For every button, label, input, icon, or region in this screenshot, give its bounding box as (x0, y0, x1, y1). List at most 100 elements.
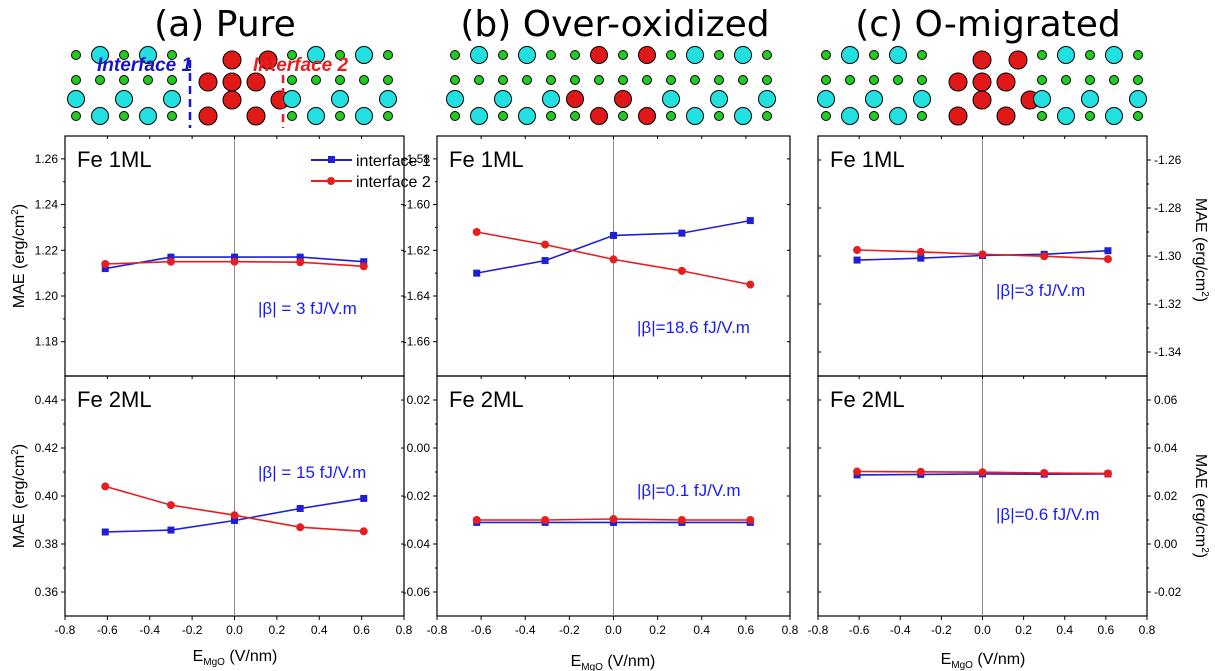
atom-small (869, 111, 879, 121)
y-tick-label: -1.30 (1154, 249, 1182, 263)
data-point-interface-2 (541, 516, 550, 524)
atom-large (1105, 46, 1123, 64)
y-tick-label: -1.66 (403, 335, 431, 349)
y-tick-label: -1.62 (403, 243, 431, 257)
atom-small (359, 75, 369, 85)
chart-3: -1.66 -1.64 -1.62 -1.60 -1.58 Fe 1ML |β|=18.6 … (403, 135, 791, 377)
y-axis-label-top-left: MAE (erg/cm2) (10, 204, 28, 308)
x-tick-label: 0.4 (311, 623, 328, 637)
film-label: Fe 1ML (830, 147, 905, 172)
atom-oxide (198, 106, 218, 126)
data-point-interface-1 (917, 254, 925, 262)
data-point-interface-1 (610, 231, 617, 239)
atom-small (119, 50, 129, 60)
atom-large (470, 107, 488, 125)
atom-small (383, 50, 393, 60)
atom-small (762, 75, 772, 85)
data-point-interface-1 (541, 257, 549, 265)
y-tick-label: 0.06 (1154, 393, 1178, 407)
data-point-interface-2 (230, 257, 239, 266)
atom-small (287, 111, 297, 121)
atom-oxide (590, 107, 608, 125)
atom-small (869, 50, 879, 60)
data-point-interface-2 (230, 511, 239, 520)
atom-oxide (948, 72, 968, 92)
atom-small (383, 111, 393, 121)
data-point-interface-1 (231, 253, 238, 261)
legend-label-interface-2: interface 2 (356, 174, 431, 191)
data-point-interface-2 (916, 467, 925, 476)
atomic-structures (67, 46, 1147, 128)
atom-oxide (1008, 50, 1028, 70)
atom-small (498, 50, 508, 60)
y-tick-label: 1.22 (35, 243, 59, 257)
x-tick-label: -0.4 (139, 623, 160, 637)
atom-small (714, 75, 724, 85)
atom-large (91, 46, 109, 64)
x-tick-label: -0.6 (849, 623, 870, 637)
atom-small (869, 75, 879, 85)
atom-small (1085, 111, 1095, 121)
atom-oxide (222, 90, 242, 110)
atom-small (666, 50, 676, 60)
data-point-interface-1 (231, 516, 238, 524)
atom-large (470, 46, 488, 64)
interface-2-label: Interface 2 (253, 55, 348, 76)
data-point-interface-2 (677, 266, 686, 275)
y-tick-label: 1.24 (35, 198, 59, 212)
atom-small (714, 50, 724, 60)
atom-large (889, 46, 907, 64)
data-point-interface-2 (541, 240, 550, 249)
atom-small (594, 75, 604, 85)
data-point-interface-2 (101, 260, 110, 268)
atom-large (662, 90, 680, 108)
atom-oxide (566, 90, 584, 108)
atom-large (734, 107, 752, 125)
y-tick-label: -0.04 (403, 537, 431, 551)
x-axis-label-b: EMgO (V/nm) (571, 653, 656, 671)
data-point-interface-1 (1104, 247, 1112, 255)
x-tick-label: -0.4 (890, 623, 911, 637)
y-tick-label: -1.26 (1154, 153, 1182, 167)
x-tick-label: 0.4 (1056, 623, 1073, 637)
atom-small (119, 111, 129, 121)
data-point-interface-2 (1103, 255, 1112, 264)
y-tick-label: 0.04 (1154, 441, 1178, 455)
atom-small (1061, 75, 1071, 85)
atom-large (115, 90, 133, 108)
atom-large (889, 107, 907, 125)
atom-oxide (198, 72, 218, 92)
film-label: Fe 1ML (449, 147, 524, 172)
x-tick-label: 0.8 (396, 623, 413, 637)
atom-small (690, 75, 700, 85)
atom-large (163, 90, 181, 108)
atom-small (498, 111, 508, 121)
atom-small (714, 111, 724, 121)
atom-oxide (972, 72, 992, 92)
atom-small (821, 75, 831, 85)
atom-small (335, 75, 345, 85)
x-tick-label: 0.4 (693, 623, 710, 637)
atom-small (1037, 50, 1047, 60)
y-tick-label: 0.42 (35, 441, 59, 455)
beta-annotation: |β| = 15 fJ/V.m (258, 463, 366, 482)
y-tick-label: -0.02 (403, 489, 431, 503)
atom-small (821, 50, 831, 60)
legend-marker-interface-1 (328, 156, 335, 163)
atom-oxide (246, 72, 266, 92)
data-point-interface-1 (101, 265, 109, 273)
atom-large (710, 90, 728, 108)
chart-2: 0.36 0.38 0.40 0.42 0.44 -0.8 -0.6 -0.4 -0.2 0.0 0… (35, 375, 413, 637)
atom-small (95, 75, 105, 85)
atom-small (1085, 50, 1095, 60)
x-tick-label: -0.6 (97, 623, 118, 637)
atom-small (546, 111, 556, 121)
data-point-interface-2 (609, 515, 618, 524)
beta-annotation: |β|=18.6 fJ/V.m (637, 318, 750, 337)
data-point-interface-1 (853, 256, 861, 264)
atom-oxide (590, 46, 608, 64)
data-point-interface-1 (360, 494, 368, 502)
x-axis-label-c: EMgO (V/nm) (941, 651, 1026, 671)
atom-small (762, 111, 772, 121)
